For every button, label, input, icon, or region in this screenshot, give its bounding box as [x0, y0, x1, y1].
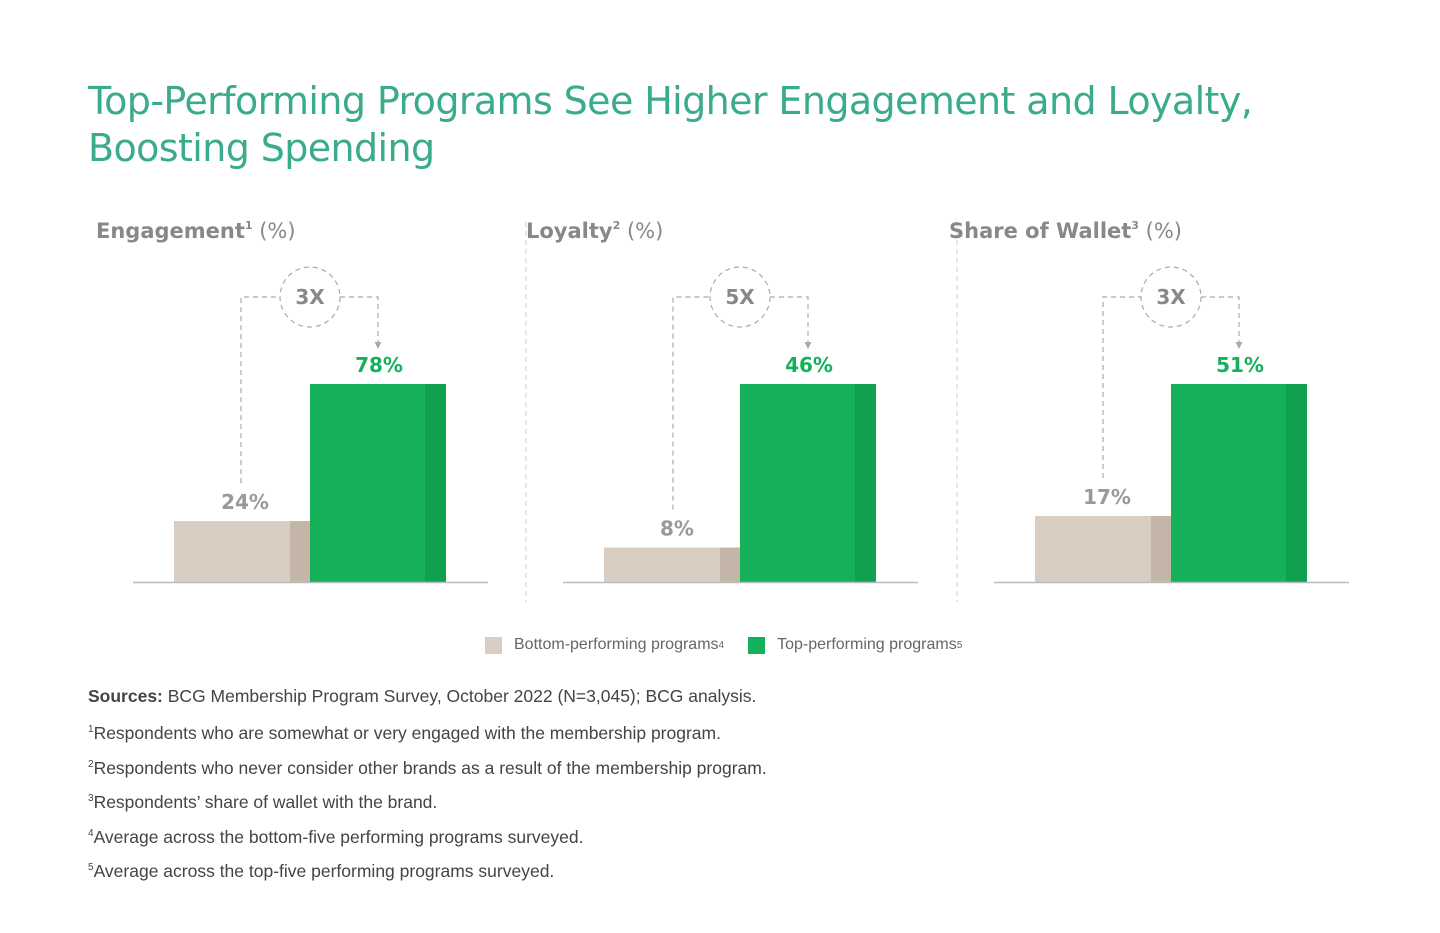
panel-share-of-wallet: Share of Wallet3 (%) 17% 51% 3X [949, 219, 1349, 584]
panel-title-sup: 1 [245, 219, 253, 232]
sources-line: Sources: BCG Membership Program Survey, … [88, 684, 767, 718]
bar-top-performing-shade [855, 384, 876, 582]
sources-text: BCG Membership Program Survey, October 2… [162, 686, 757, 706]
panel-title-unit: (%) [253, 219, 296, 243]
footnote: 5Average across the top-five performing … [88, 856, 767, 890]
data-label-top: 78% [355, 353, 403, 377]
footnote-text: Average across the bottom-five performin… [93, 826, 584, 847]
bracket-right [770, 296, 809, 343]
data-label-top: 51% [1216, 353, 1264, 377]
legend-item-top: Top-performing programs 5 [748, 636, 962, 654]
data-label-bottom: 24% [221, 490, 269, 514]
legend-swatch-bottom [485, 636, 502, 654]
legend-label-bottom: Bottom-performing programs [514, 636, 719, 653]
bracket-right [1201, 296, 1240, 343]
legend-label-top: Top-performing programs [777, 636, 957, 653]
bar-top-performing-shade [1286, 384, 1307, 582]
panel-title-unit: (%) [620, 219, 663, 243]
bar-bottom-performing-shade [290, 521, 310, 582]
footnote-sup: 2 [88, 758, 94, 770]
page-title: Top-Performing Programs See Higher Engag… [88, 79, 1253, 170]
panel-title-sup: 3 [1131, 219, 1139, 232]
legend: Bottom-performing programs 4 Top-performi… [485, 636, 986, 654]
data-label-bottom: 8% [660, 517, 694, 541]
bar-bottom-performing-shade [1151, 516, 1171, 582]
arrow-head-icon [1235, 342, 1243, 349]
bar-top-performing [310, 384, 446, 582]
footnote-text: Respondents who never consider other bra… [93, 757, 767, 778]
panel-title-unit: (%) [1139, 219, 1182, 243]
panel-title-sup: 2 [613, 219, 621, 232]
panel-title-text: Loyalty [526, 219, 613, 243]
data-label-top: 46% [785, 353, 833, 377]
panel-engagement: Engagement1 (%) 24% 78% 3X [96, 219, 488, 584]
footnote-sup: 1 [88, 724, 94, 736]
bar-bottom-performing-shade [720, 547, 740, 582]
panel-title: Share of Wallet3 (%) [949, 219, 1182, 243]
footnote: 1Respondents who are somewhat or very en… [88, 718, 767, 752]
multiplier-label: 3X [295, 285, 325, 309]
footnote-text: Respondents’ share of wallet with the br… [93, 792, 438, 813]
panel-title: Loyalty2 (%) [526, 219, 663, 243]
sources-label: Sources: [88, 686, 163, 706]
footnote: 4Average across the bottom-five performi… [88, 822, 767, 856]
arrow-head-icon [374, 342, 382, 349]
bracket-left [672, 296, 710, 510]
panel-title: Engagement1 (%) [96, 219, 296, 243]
footnote-sup: 5 [88, 861, 94, 873]
footnote-text: Average across the top-five performing p… [93, 860, 555, 881]
notes: Sources: BCG Membership Program Survey, … [88, 684, 767, 890]
footnote: 2Respondents who never consider other br… [88, 753, 767, 787]
legend-swatch-top [748, 636, 766, 654]
data-label-bottom: 17% [1083, 485, 1131, 509]
multiplier-circle [1140, 266, 1202, 328]
bar-top-performing [740, 384, 876, 582]
legend-sup: 4 [718, 639, 725, 651]
footnote-text: Respondents who are somewhat or very eng… [93, 723, 721, 744]
legend-item-bottom: Bottom-performing programs 4 [485, 636, 724, 654]
multiplier-label: 5X [725, 285, 755, 309]
footnote-sup: 4 [88, 827, 94, 839]
multiplier-circle [709, 266, 771, 328]
bar-top-performing [1171, 384, 1307, 582]
bar-bottom-performing [1035, 516, 1171, 582]
bar-bottom-performing [604, 547, 740, 582]
bracket-left [1102, 296, 1141, 478]
panel-loyalty: Loyalty2 (%) 8% 46% 5X [526, 219, 918, 584]
arrow-head-icon [804, 342, 812, 349]
panel-title-text: Share of Wallet [949, 219, 1131, 243]
footnote-sup: 3 [88, 793, 94, 805]
footnote: 3Respondents’ share of wallet with the b… [88, 787, 767, 821]
bar-bottom-performing [174, 521, 310, 582]
panel-title-text: Engagement [96, 219, 245, 243]
multiplier-label: 3X [1156, 285, 1186, 309]
bar-top-performing-shade [425, 384, 446, 582]
legend-sup: 5 [956, 639, 963, 651]
bracket-right [340, 296, 379, 343]
bracket-left [240, 296, 280, 484]
multiplier-circle [279, 266, 341, 328]
